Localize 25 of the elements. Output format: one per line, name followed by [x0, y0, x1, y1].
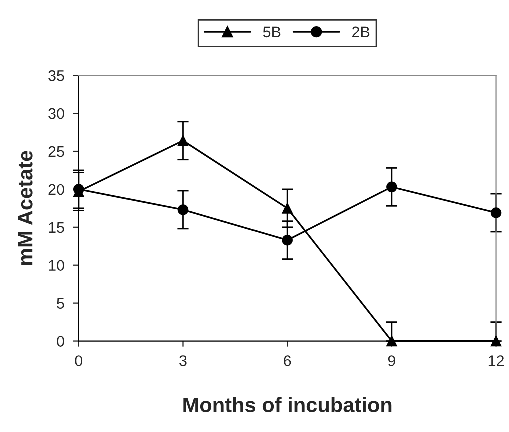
x-tick-label: 3 — [180, 356, 187, 366]
y-tick-label: 5 — [57, 298, 64, 310]
point — [282, 203, 293, 214]
x-tick-label: 12 — [488, 356, 504, 366]
y-tick-label: 20 — [48, 184, 64, 196]
point — [178, 204, 189, 216]
legend-label: 2B — [352, 26, 370, 38]
y-tick-label: 15 — [49, 222, 64, 234]
point — [490, 208, 502, 218]
y-axis-title: mM Acetate — [18, 151, 33, 266]
point — [490, 336, 502, 347]
y-tick-label: 35 — [48, 70, 64, 82]
y-tick-label: 25 — [48, 146, 64, 158]
x-axis-title: Months of incubation — [184, 397, 392, 412]
x-tick-label: 0 — [75, 356, 83, 366]
point — [386, 182, 398, 193]
x-tick-label: 6 — [284, 356, 292, 366]
point — [386, 336, 398, 347]
point — [178, 136, 189, 146]
y-tick-label: 30 — [48, 108, 64, 120]
point — [282, 234, 293, 246]
x-tick-label: 9 — [388, 356, 396, 366]
y-tick-label: 10 — [49, 260, 64, 272]
y-tick-label: 0 — [57, 336, 64, 347]
legend-label: 5B — [263, 26, 281, 38]
